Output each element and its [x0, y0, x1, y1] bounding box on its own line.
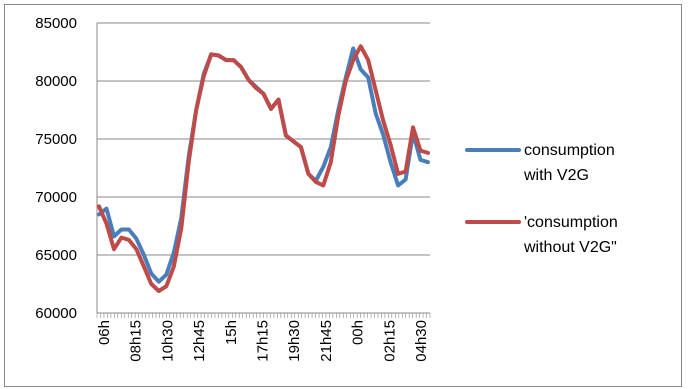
x-tick-label: 15h [223, 320, 240, 345]
legend-label-1: consumption with V2G [523, 142, 615, 184]
x-tick-labels: 06h 08h15 10h30 12h45 15h 17h15 19h30 21h45 00h 0… [96, 320, 430, 362]
x-tick-label: 00h [350, 320, 367, 345]
chart-frame [4, 4, 682, 387]
legend: consumption with V2G 'consumption without V… [465, 142, 618, 256]
x-tick-label: 12h45 [191, 320, 208, 362]
x-tick-label: 17h15 [255, 320, 272, 362]
legend-label-2: 'consumption without V2G" [523, 214, 618, 256]
y-tick-label: 70000 [35, 189, 77, 206]
y-tick-label: 80000 [35, 73, 77, 90]
series-line-2 [97, 44, 430, 293]
series-lines [97, 44, 430, 293]
y-tick-label: 60000 [35, 305, 77, 322]
x-tick-label: 08h15 [128, 320, 145, 362]
x-tick-label: 04h30 [413, 320, 430, 362]
x-axis-minor-ticks [96, 313, 431, 318]
x-tick-label: 10h30 [159, 320, 176, 362]
y-tick-label: 65000 [35, 247, 77, 264]
series-line-1 [97, 46, 430, 284]
y-tick-label: 85000 [35, 15, 77, 32]
y-tick-label: 75000 [35, 131, 77, 148]
x-tick-label: 06h [96, 320, 113, 345]
x-tick-label: 02h15 [381, 320, 398, 362]
x-tick-label: 19h30 [286, 320, 303, 362]
x-tick-label: 21h45 [318, 320, 335, 362]
y-tick-labels: 60000 65000 70000 75000 80000 85000 [35, 15, 77, 322]
